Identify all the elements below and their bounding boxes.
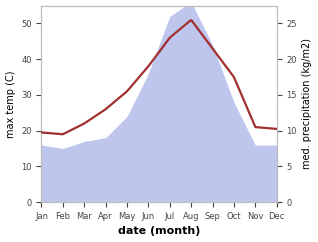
X-axis label: date (month): date (month) bbox=[118, 227, 200, 236]
Y-axis label: max temp (C): max temp (C) bbox=[5, 70, 16, 138]
Y-axis label: med. precipitation (kg/m2): med. precipitation (kg/m2) bbox=[302, 38, 313, 169]
